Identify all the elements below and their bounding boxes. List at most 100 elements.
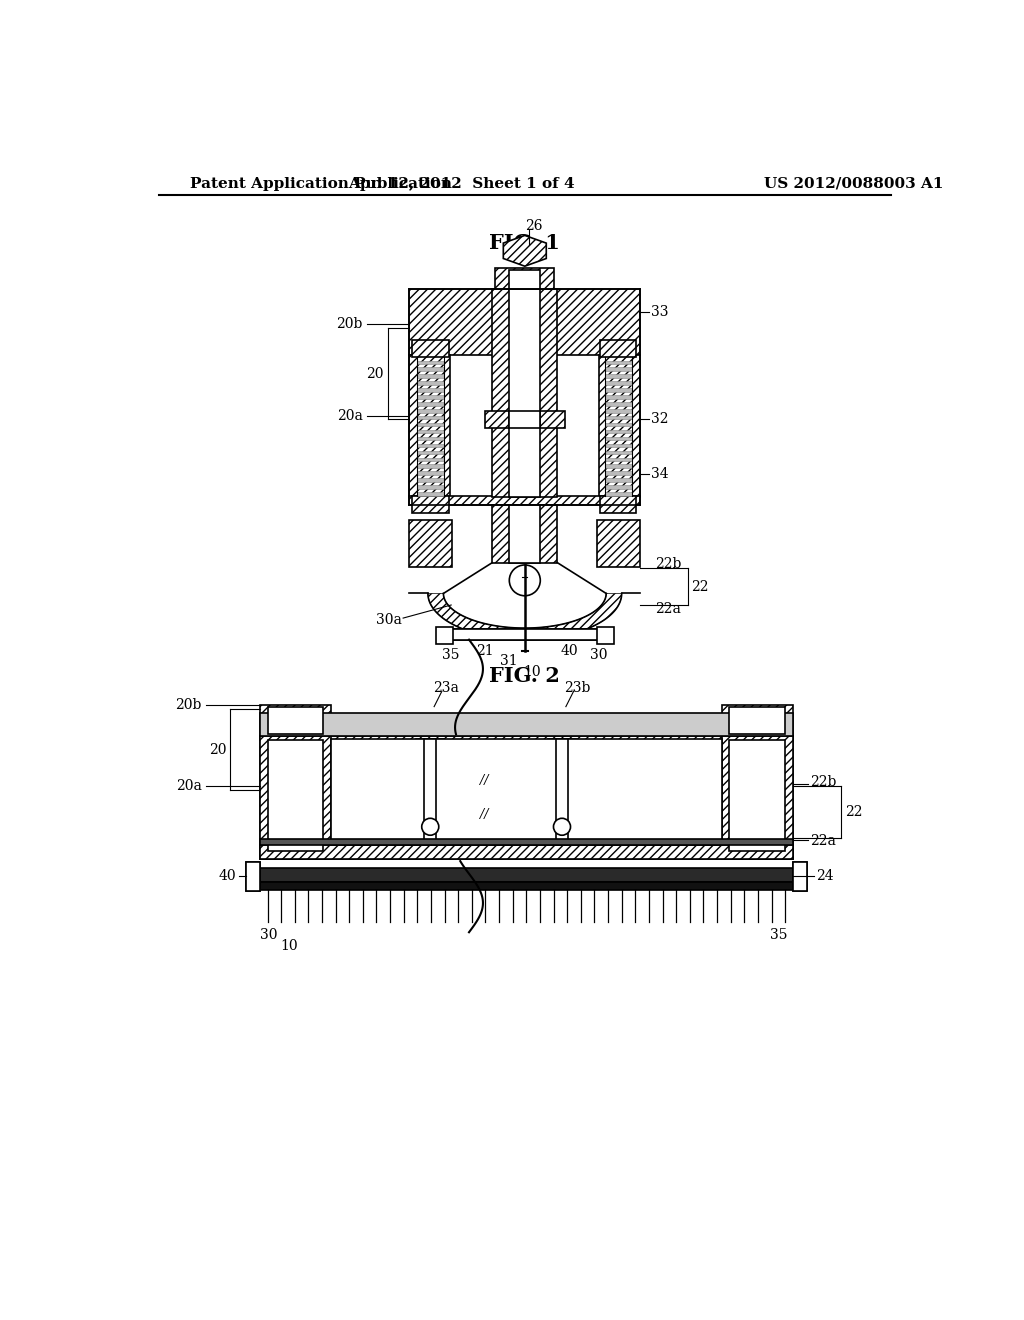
Text: 26: 26 <box>525 219 543 234</box>
Bar <box>435 627 453 644</box>
Bar <box>509 411 541 428</box>
Bar <box>417 381 444 385</box>
Bar <box>548 739 575 845</box>
Text: //: // <box>480 774 488 787</box>
Bar <box>417 444 444 447</box>
Text: 22b: 22b <box>655 557 681 572</box>
Bar <box>417 367 444 371</box>
Bar <box>417 395 444 399</box>
Bar <box>424 739 436 845</box>
Bar <box>413 341 449 358</box>
Bar <box>417 492 444 496</box>
Circle shape <box>422 818 438 836</box>
Text: 20b: 20b <box>337 317 362 331</box>
Bar <box>729 708 785 734</box>
Text: 24: 24 <box>816 869 834 883</box>
Bar <box>604 471 632 475</box>
Text: 23a: 23a <box>433 681 459 696</box>
Bar <box>604 388 632 392</box>
Bar <box>604 430 632 433</box>
Bar <box>493 506 557 562</box>
Bar <box>417 437 444 441</box>
Bar <box>604 465 632 469</box>
Bar <box>267 739 324 851</box>
Bar <box>417 422 444 426</box>
Bar <box>556 739 568 845</box>
Polygon shape <box>504 235 546 267</box>
Text: 30a: 30a <box>376 614 401 627</box>
Bar <box>604 381 632 385</box>
Bar <box>417 360 444 364</box>
Bar <box>722 737 793 859</box>
Text: 22: 22 <box>845 805 862 820</box>
Bar <box>260 737 331 859</box>
Text: 22a: 22a <box>655 602 681 616</box>
Bar <box>417 471 444 475</box>
Bar <box>417 739 444 845</box>
Bar <box>600 496 636 512</box>
Text: Apr. 12, 2012  Sheet 1 of 4: Apr. 12, 2012 Sheet 1 of 4 <box>348 177 574 191</box>
Bar <box>793 862 807 891</box>
Bar <box>410 355 450 498</box>
Bar <box>246 862 260 891</box>
Bar <box>604 367 632 371</box>
Bar <box>260 840 793 845</box>
Bar <box>331 739 722 845</box>
Bar <box>604 492 632 496</box>
Bar <box>452 628 598 640</box>
Text: 40: 40 <box>561 644 579 659</box>
Text: FIG. 1: FIG. 1 <box>489 234 560 253</box>
Text: 33: 33 <box>651 305 669 319</box>
Text: 40: 40 <box>219 869 237 883</box>
Text: 20: 20 <box>367 367 384 381</box>
Bar <box>413 496 449 512</box>
Text: 23b: 23b <box>564 681 591 696</box>
Bar <box>604 444 632 447</box>
Text: 30: 30 <box>260 928 278 941</box>
Bar <box>493 289 557 498</box>
Bar <box>604 416 632 420</box>
Bar <box>417 465 444 469</box>
Bar <box>246 862 260 891</box>
Bar <box>599 355 640 498</box>
Circle shape <box>509 565 541 595</box>
Bar <box>604 409 632 412</box>
Bar <box>604 395 632 399</box>
Bar <box>484 411 565 428</box>
Bar <box>417 416 444 420</box>
Bar <box>260 713 793 737</box>
Bar <box>260 705 331 739</box>
Bar <box>267 708 324 734</box>
Bar <box>417 450 444 454</box>
Bar <box>496 268 554 289</box>
Text: 35: 35 <box>442 648 460 663</box>
Text: 35: 35 <box>770 928 787 941</box>
Bar <box>509 271 541 289</box>
Bar <box>729 739 785 851</box>
Bar <box>260 882 793 890</box>
Bar <box>722 705 793 739</box>
Bar <box>417 486 444 488</box>
Text: 32: 32 <box>651 412 669 426</box>
Bar <box>260 845 793 859</box>
Text: 20a: 20a <box>337 409 362 422</box>
Bar <box>410 289 640 355</box>
Bar <box>793 862 807 891</box>
Bar <box>604 450 632 454</box>
Bar <box>410 520 452 566</box>
Text: US 2012/0088003 A1: US 2012/0088003 A1 <box>764 177 943 191</box>
Bar <box>600 341 636 358</box>
Bar <box>417 478 444 482</box>
Bar <box>604 360 632 364</box>
Text: 30: 30 <box>590 648 607 663</box>
Bar <box>417 430 444 433</box>
Text: Patent Application Publication: Patent Application Publication <box>190 177 452 191</box>
Bar <box>417 409 444 412</box>
Text: 22b: 22b <box>810 775 837 789</box>
Text: 20: 20 <box>209 743 226 756</box>
Bar <box>604 403 632 405</box>
Text: 31: 31 <box>501 655 518 668</box>
Bar <box>604 458 632 461</box>
Text: 22a: 22a <box>810 834 836 849</box>
Bar <box>604 375 632 378</box>
